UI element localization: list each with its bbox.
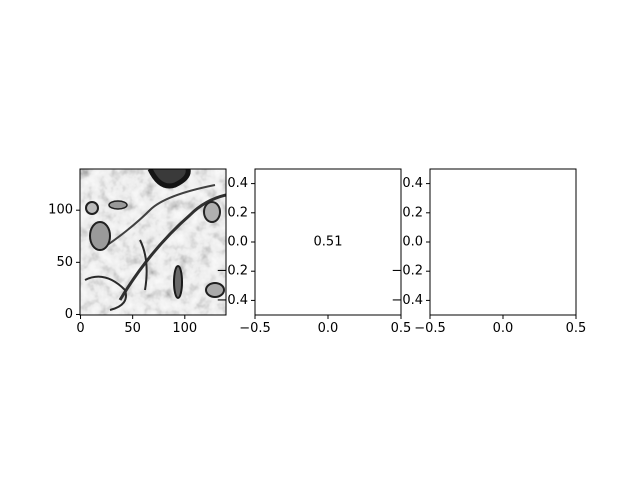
x-tick-label: 0.0 bbox=[318, 321, 339, 336]
x-tick-label: 50 bbox=[124, 321, 141, 336]
y-tick-label: −0.2 bbox=[391, 264, 423, 279]
x-tick-label: 100 bbox=[172, 321, 197, 336]
x-tick-label: −0.5 bbox=[239, 321, 271, 336]
cell-value-label: 0.51 bbox=[314, 235, 343, 250]
axes-frame bbox=[429, 168, 577, 316]
x-tick-label: 0.5 bbox=[391, 321, 412, 336]
empty-heatmap-panel: −0.5 0.0 0.5 −0.4 −0.2 0.0 0.2 0.4 bbox=[391, 168, 587, 336]
y-tick-label: 100 bbox=[48, 203, 73, 218]
em-image bbox=[80, 169, 226, 315]
y-tick-label: 0.2 bbox=[227, 205, 248, 220]
x-tick-label: 0 bbox=[76, 321, 84, 336]
x-tick-label: 0.5 bbox=[566, 321, 587, 336]
y-tick-label: −0.2 bbox=[216, 264, 248, 279]
y-tick-label: 0.0 bbox=[227, 235, 248, 250]
y-tick-label: 0.2 bbox=[402, 205, 423, 220]
heatmap-panel: 0.51 −0.5 0.0 0.5 −0.4 −0.2 0.0 0.2 0.4 bbox=[216, 168, 412, 336]
y-tick-label: −0.4 bbox=[391, 293, 423, 308]
y-tick-label: −0.4 bbox=[216, 293, 248, 308]
y-tick-label: 0 bbox=[65, 307, 73, 322]
x-tick-label: −0.5 bbox=[414, 321, 446, 336]
axes-frame bbox=[79, 168, 227, 316]
y-tick-label: 0.4 bbox=[402, 176, 423, 191]
y-tick-label: 0.0 bbox=[402, 235, 423, 250]
x-tick-label: 0.0 bbox=[493, 321, 514, 336]
y-tick-label: 50 bbox=[56, 255, 73, 270]
em-image-panel: 0 50 100 0 50 100 bbox=[48, 168, 227, 336]
y-tick-label: 0.4 bbox=[227, 176, 248, 191]
